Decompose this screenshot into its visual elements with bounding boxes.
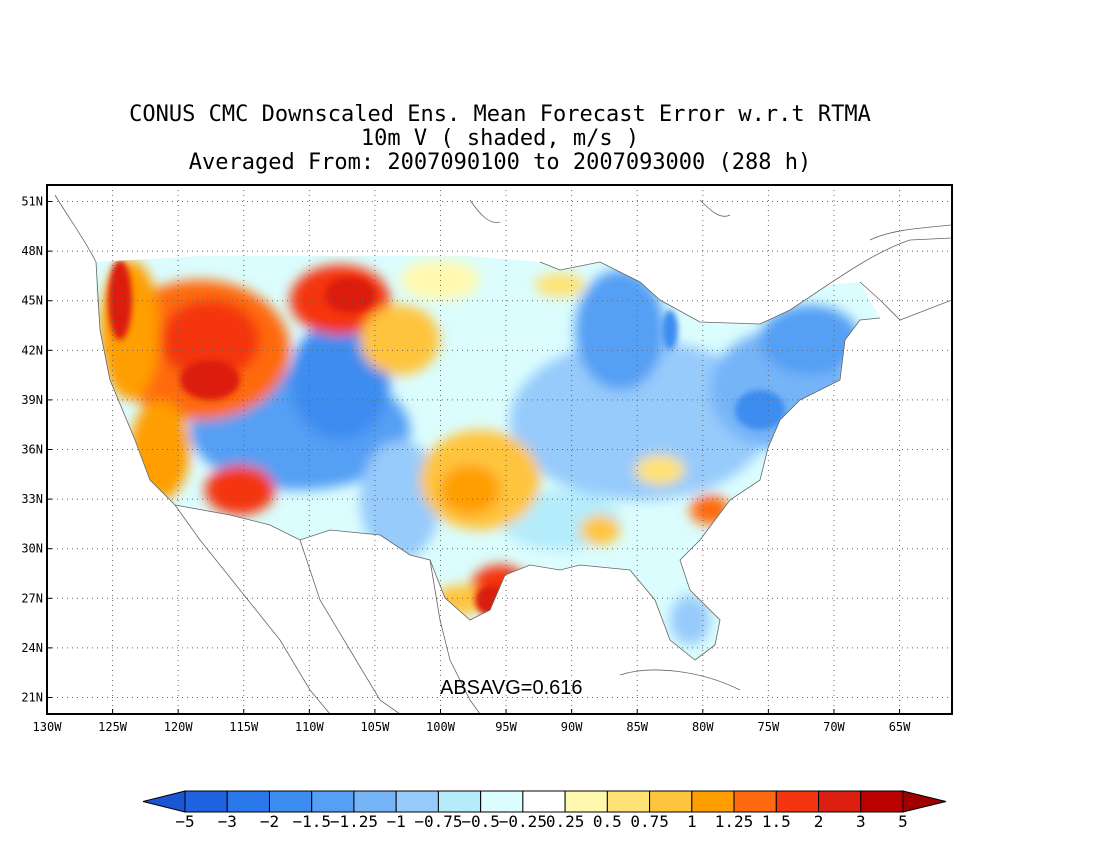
lon-tick-label: 70W [823, 720, 845, 734]
colorbar-label: −5 [175, 812, 194, 831]
colorbar-swatch [395, 790, 439, 813]
colorbar-label: −1.25 [330, 812, 378, 831]
colorbar-swatch [691, 790, 735, 813]
colorbar-label: −1.5 [292, 812, 331, 831]
colorbar-label: 0.5 [593, 812, 622, 831]
lat-tick-label: 42N [21, 343, 43, 357]
lat-tick-label: 45N [21, 294, 43, 308]
colorbar-swatch [818, 790, 862, 813]
colorbar-label: −3 [218, 812, 237, 831]
colorbar-under-arrow [142, 790, 186, 813]
coastlines [54, 194, 952, 714]
lat-tick-label: 33N [21, 492, 43, 506]
colorbar-label: 1 [687, 812, 697, 831]
colorbar-swatch [860, 790, 904, 813]
colorbar-label: −0.75 [414, 812, 462, 831]
lat-lon-grid [47, 185, 952, 714]
colorbar-swatch [437, 790, 482, 813]
colorbar: −5 −3 −2 −1.5−1.25 −1 −0.75−0.5−0.250.25 0.5 0.… [142, 790, 947, 831]
lon-tick-label: 115W [229, 720, 259, 734]
lat-tick-label: 39N [21, 393, 43, 407]
title-line-1: CONUS CMC Downscaled Ens. Mean Forecast … [129, 102, 871, 127]
lon-tick-label: 85W [626, 720, 648, 734]
colorbar-over-arrow [902, 790, 947, 813]
lon-tick-label: 65W [889, 720, 911, 734]
colorbar-swatch [733, 790, 777, 813]
colorbar-label: 1.25 [715, 812, 754, 831]
lon-tick-label: 75W [758, 720, 780, 734]
lat-tick-label: 30N [21, 542, 43, 556]
title-line-3: Averaged From: 2007090100 to 2007093000 … [188, 150, 812, 175]
colorbar-swatch [353, 790, 397, 813]
colorbar-swatch [564, 790, 608, 813]
colorbar-swatch [184, 790, 228, 813]
colorbar-label: 2 [814, 812, 824, 831]
colorbar-swatch [311, 790, 355, 813]
lon-tick-label: 125W [98, 720, 128, 734]
colorbar-label: 1.5 [762, 812, 791, 831]
colorbar-label: −0.5 [461, 812, 500, 831]
colorbar-label: −0.25 [499, 812, 547, 831]
colorbar-swatch [775, 790, 820, 813]
lat-tick-label: 48N [21, 244, 43, 258]
colorbar-label: 3 [856, 812, 866, 831]
lon-tick-label: 95W [495, 720, 517, 734]
lon-tick-label: 100W [426, 720, 456, 734]
lon-tick-label: 90W [561, 720, 583, 734]
colorbar-swatch [649, 790, 693, 813]
colorbar-label: 0.75 [630, 812, 669, 831]
lon-tick-label: 105W [360, 720, 390, 734]
lon-tick-label: 80W [692, 720, 714, 734]
colorbar-label: −2 [260, 812, 279, 831]
lat-tick-label: 24N [21, 641, 43, 655]
lat-tick-label: 51N [21, 195, 43, 209]
colorbar-label: 0.25 [546, 812, 585, 831]
latitude-axis: 51N 48N 45N 42N 39N 36N 33N 30N 27N 24N 21N [21, 195, 52, 704]
lat-tick-label: 27N [21, 591, 43, 605]
lat-tick-label: 21N [21, 690, 43, 704]
colorbar-swatch [480, 790, 524, 813]
colorbar-swatch [522, 790, 566, 813]
colorbar-swatch [226, 790, 270, 813]
longitude-axis: 130W 125W 120W 115W 110W 105W 100W 95W 90W 85W 80W… [33, 709, 911, 734]
colorbar-swatch [606, 790, 651, 813]
colorbar-label: −1 [387, 812, 406, 831]
lon-tick-label: 120W [164, 720, 194, 734]
absavg-label: ABSAVG=0.616 [440, 677, 583, 699]
lat-tick-label: 36N [21, 443, 43, 457]
colorbar-swatch [268, 790, 313, 813]
title-line-2: 10m V ( shaded, m/s ) [360, 126, 640, 151]
colorbar-label: 5 [898, 812, 908, 831]
lon-tick-label: 110W [295, 720, 325, 734]
lon-tick-label: 130W [33, 720, 63, 734]
